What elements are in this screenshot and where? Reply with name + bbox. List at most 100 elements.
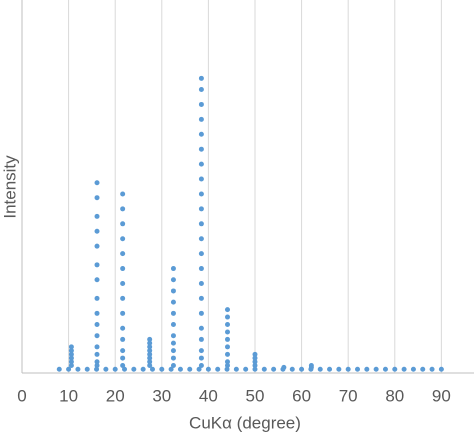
point: [68, 344, 74, 350]
point: [120, 310, 126, 316]
x-tick-label: 50: [246, 386, 265, 405]
x-tick-label: 60: [292, 386, 311, 405]
point: [327, 366, 333, 372]
point: [170, 277, 176, 283]
point: [147, 359, 153, 365]
point: [120, 295, 126, 301]
point: [198, 206, 204, 212]
point: [147, 344, 153, 350]
point: [147, 351, 153, 357]
point: [94, 180, 100, 186]
point: [120, 266, 126, 272]
point: [170, 348, 176, 354]
point: [94, 213, 100, 219]
point: [94, 333, 100, 339]
point: [94, 359, 100, 365]
point: [170, 299, 176, 305]
point: [233, 366, 239, 372]
point: [120, 363, 126, 369]
point: [147, 355, 153, 361]
point: [271, 366, 277, 372]
point: [382, 366, 388, 372]
x-tick-label: 0: [17, 386, 26, 405]
point: [198, 363, 204, 369]
point: [198, 325, 204, 331]
point: [198, 101, 204, 107]
x-tick-label: 40: [199, 386, 218, 405]
point: [336, 366, 342, 372]
point: [252, 351, 258, 357]
point: [198, 116, 204, 122]
point: [205, 366, 211, 372]
point: [198, 191, 204, 197]
point: [198, 355, 204, 361]
point: [198, 336, 204, 342]
point: [224, 307, 230, 313]
point: [159, 366, 165, 372]
point: [392, 366, 398, 372]
point: [177, 366, 183, 372]
x-tick-label: 80: [385, 386, 404, 405]
point: [198, 75, 204, 81]
point: [252, 359, 258, 365]
point: [170, 340, 176, 346]
point: [224, 366, 230, 372]
point: [66, 366, 72, 372]
point: [187, 366, 193, 372]
point: [289, 366, 295, 372]
point: [198, 310, 204, 316]
point: [120, 191, 126, 197]
point: [224, 344, 230, 350]
point: [147, 363, 153, 369]
point: [94, 228, 100, 234]
x-tick-label: 30: [152, 386, 171, 405]
point: [120, 336, 126, 342]
point: [112, 366, 118, 372]
point: [198, 266, 204, 272]
point: [68, 348, 74, 354]
point: [122, 366, 128, 372]
point: [94, 366, 100, 372]
point: [196, 366, 202, 372]
point: [198, 221, 204, 227]
point: [373, 366, 379, 372]
point: [198, 176, 204, 182]
point: [94, 243, 100, 249]
point: [224, 329, 230, 335]
point: [68, 351, 74, 357]
point: [252, 366, 258, 372]
x-tick-label: 90: [432, 386, 451, 405]
point: [308, 366, 314, 372]
point: [345, 366, 351, 372]
point: [94, 344, 100, 350]
x-tick-label: 10: [59, 386, 78, 405]
point: [56, 366, 62, 372]
point: [198, 146, 204, 152]
point: [94, 295, 100, 301]
point: [94, 322, 100, 328]
point: [120, 325, 126, 331]
x-axis-label: CuKα (degree): [189, 413, 301, 432]
point: [198, 131, 204, 137]
point: [94, 363, 100, 369]
point: [438, 366, 444, 372]
point: [170, 288, 176, 294]
point: [317, 366, 323, 372]
point: [410, 366, 416, 372]
point: [120, 355, 126, 361]
point: [120, 206, 126, 212]
point: [355, 366, 361, 372]
point: [94, 195, 100, 201]
point: [299, 366, 305, 372]
point: [120, 236, 126, 242]
point: [224, 359, 230, 365]
point: [170, 322, 176, 328]
point: [94, 351, 100, 357]
point: [420, 366, 426, 372]
point: [224, 322, 230, 328]
point: [168, 366, 174, 372]
point: [224, 363, 230, 369]
y-axis-label: Intensity: [0, 155, 19, 219]
point: [120, 348, 126, 354]
